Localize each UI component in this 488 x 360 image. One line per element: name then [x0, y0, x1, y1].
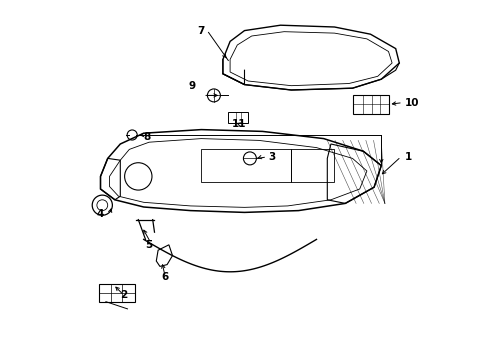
- Text: 6: 6: [162, 272, 168, 282]
- Text: 10: 10: [404, 98, 418, 108]
- Text: 4: 4: [97, 209, 104, 219]
- Polygon shape: [101, 130, 381, 212]
- Bar: [201, 149, 291, 182]
- Text: 2: 2: [120, 290, 127, 300]
- Text: 1: 1: [404, 152, 411, 162]
- Text: 8: 8: [143, 132, 151, 142]
- Text: 3: 3: [267, 152, 275, 162]
- Bar: [352, 95, 387, 114]
- Bar: [291, 149, 334, 182]
- Text: 7: 7: [197, 26, 204, 36]
- Polygon shape: [223, 25, 399, 90]
- Text: 11: 11: [231, 119, 246, 129]
- Text: 5: 5: [145, 240, 152, 250]
- Bar: [228, 112, 247, 123]
- Text: 9: 9: [188, 81, 196, 91]
